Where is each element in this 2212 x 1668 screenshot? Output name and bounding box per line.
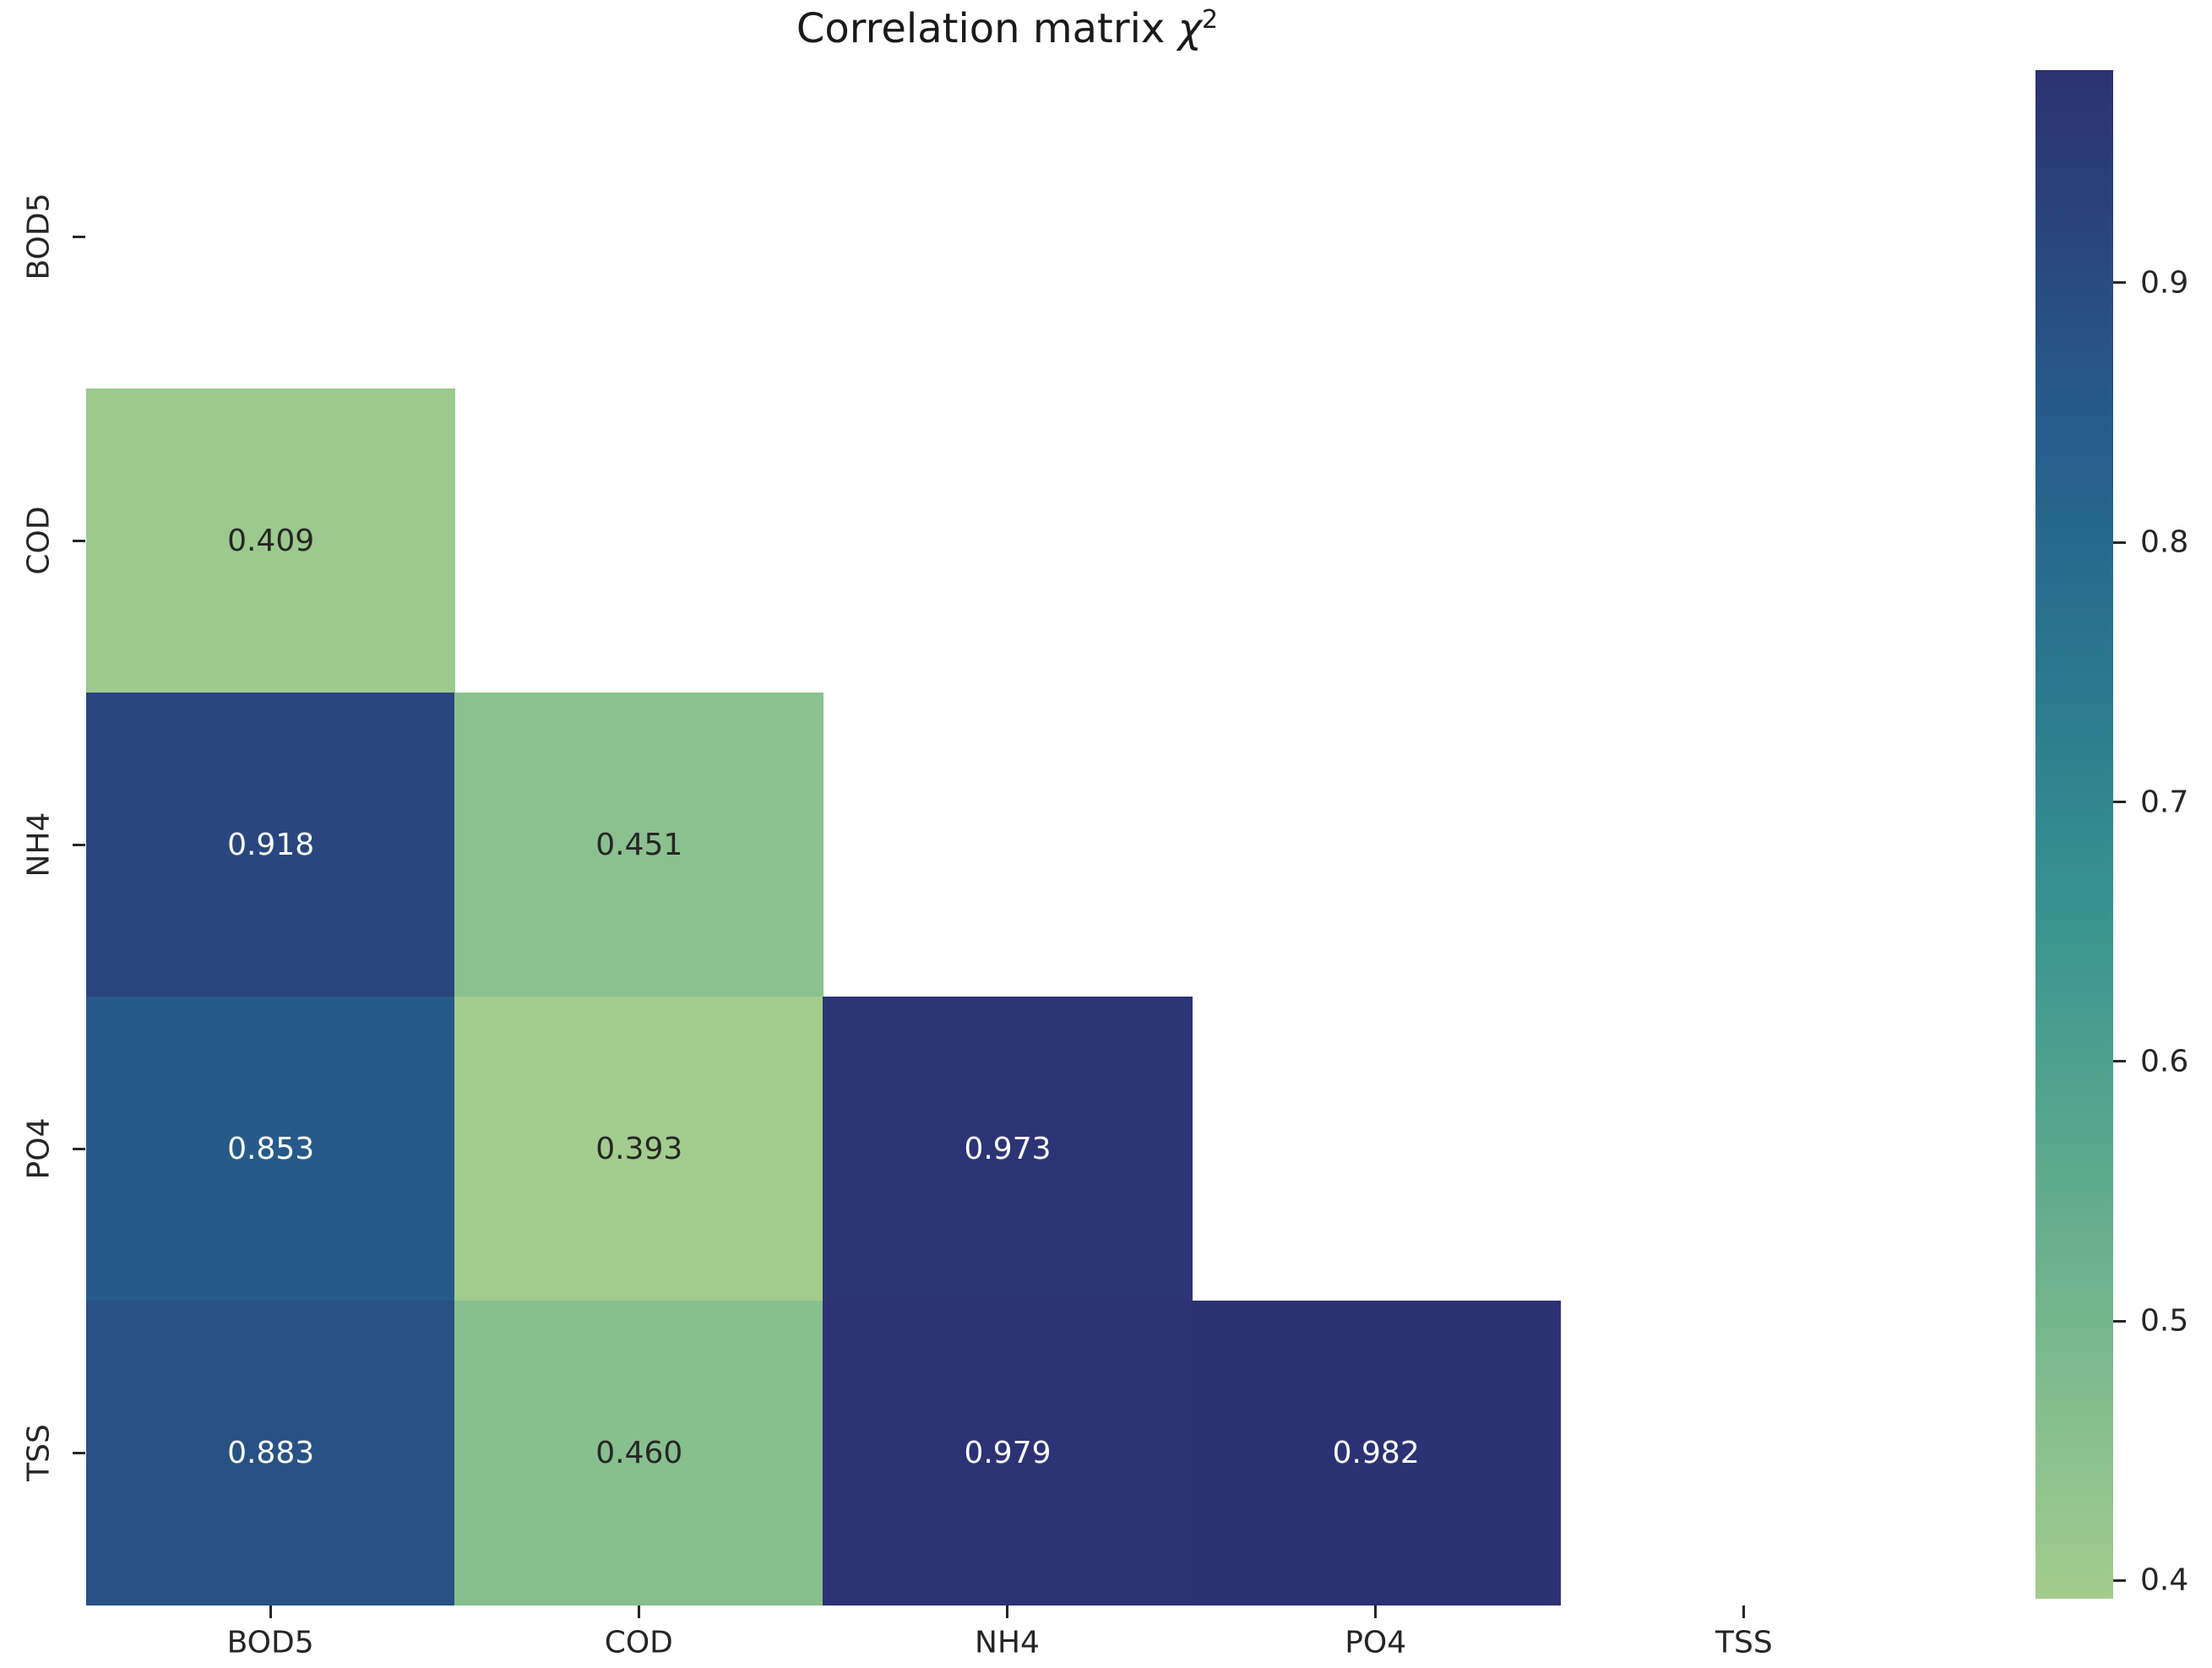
y-axis-label-TSS: TSS: [21, 1424, 57, 1481]
y-axis-tick-COD: [73, 539, 85, 542]
colorbar-tick-label-0.5: 0.5: [2140, 1303, 2189, 1339]
colorbar-tick-0.8: [2113, 541, 2126, 544]
colorbar-tick-label-0.8: 0.8: [2140, 524, 2189, 560]
heatmap-cell-TSS-COD: 0.460: [454, 1301, 824, 1606]
x-axis-label-TSS: TSS: [1715, 1625, 1773, 1660]
colorbar-tick-label-0.7: 0.7: [2140, 785, 2189, 820]
y-axis-tick-NH4: [73, 843, 85, 846]
cell-value: 0.409: [227, 524, 315, 558]
cell-value: 0.883: [227, 1436, 315, 1470]
chi-symbol: χ: [1177, 5, 1202, 52]
chi-exponent: 2: [1201, 5, 1219, 35]
heatmap-cell-COD-BOD5: 0.409: [86, 388, 456, 693]
heatmap-cell-NH4-COD: 0.451: [454, 693, 824, 997]
y-axis-tick-BOD5: [73, 235, 85, 238]
chart-title: Correlation matrix χ2: [86, 5, 1928, 52]
heatmap-cell-PO4-NH4: 0.973: [823, 997, 1193, 1301]
cell-value: 0.979: [964, 1436, 1052, 1470]
x-axis-label-BOD5: BOD5: [226, 1625, 314, 1660]
colorbar-tick-0.7: [2113, 801, 2126, 804]
cell-value: 0.982: [1332, 1436, 1420, 1470]
colorbar-tick-label-0.9: 0.9: [2140, 265, 2189, 301]
y-axis-label-COD: COD: [21, 506, 57, 575]
x-axis-label-COD: COD: [604, 1625, 673, 1660]
x-axis-tick-COD: [637, 1606, 640, 1618]
heatmap-cell-TSS-BOD5: 0.883: [86, 1301, 456, 1606]
cell-value: 0.460: [595, 1436, 683, 1470]
colorbar-tick-0.5: [2113, 1319, 2126, 1323]
x-axis-tick-TSS: [1742, 1606, 1746, 1618]
cell-value: 0.918: [227, 828, 315, 862]
chart-title-text: Correlation matrix: [796, 5, 1178, 52]
colorbar-tick-label-0.4: 0.4: [2140, 1562, 2189, 1598]
x-axis-label-PO4: PO4: [1345, 1625, 1407, 1660]
colorbar-tick-0.6: [2113, 1060, 2126, 1063]
heatmap-cell-TSS-PO4: 0.982: [1191, 1301, 1561, 1606]
colorbar-tick-0.4: [2113, 1578, 2126, 1582]
heatmap-cell-PO4-COD: 0.393: [454, 997, 824, 1301]
y-axis-label-NH4: NH4: [21, 812, 57, 877]
x-axis-tick-PO4: [1374, 1606, 1378, 1618]
y-axis-label-BOD5: BOD5: [21, 193, 57, 280]
cell-value: 0.451: [595, 828, 683, 862]
y-axis-tick-PO4: [73, 1147, 85, 1150]
y-axis-tick-TSS: [73, 1451, 85, 1454]
cell-value: 0.393: [595, 1132, 683, 1166]
heatmap-cell-NH4-BOD5: 0.918: [86, 693, 456, 997]
heatmap-cell-TSS-NH4: 0.979: [823, 1301, 1193, 1606]
heatmap-cell-PO4-BOD5: 0.853: [86, 997, 456, 1301]
colorbar: [2035, 70, 2113, 1599]
x-axis-tick-NH4: [1006, 1606, 1008, 1618]
colorbar-tick-0.9: [2113, 281, 2126, 285]
colorbar-tick-label-0.6: 0.6: [2140, 1044, 2189, 1079]
y-axis-label-PO4: PO4: [21, 1117, 57, 1180]
x-axis-tick-BOD5: [269, 1606, 272, 1618]
cell-value: 0.853: [227, 1132, 315, 1166]
cell-value: 0.973: [964, 1132, 1052, 1166]
x-axis-label-NH4: NH4: [975, 1625, 1040, 1660]
